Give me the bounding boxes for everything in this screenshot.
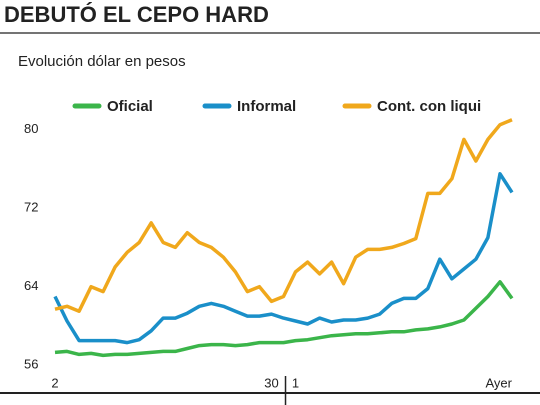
legend-label: Cont. con liqui [377,98,481,115]
series-line [54,280,514,358]
y-tick-label: 72 [24,200,38,215]
chart-title: DEBUTÓ EL CEPO HARD [4,2,269,27]
x-tick-label: 2 [51,375,58,390]
chart-subtitle: Evolución dólar en pesos [18,53,186,70]
legend-label: Informal [237,98,296,115]
series-line [53,172,514,345]
x-tick-label: 30 [264,375,278,390]
y-tick-label: 56 [24,357,38,372]
legend-label: Oficial [107,98,153,115]
y-tick-label: 80 [24,121,38,136]
series-line [54,118,513,313]
x-tick-label: Ayer [486,375,513,390]
y-tick-label: 64 [24,278,38,293]
x-tick-label: 1 [292,375,299,390]
